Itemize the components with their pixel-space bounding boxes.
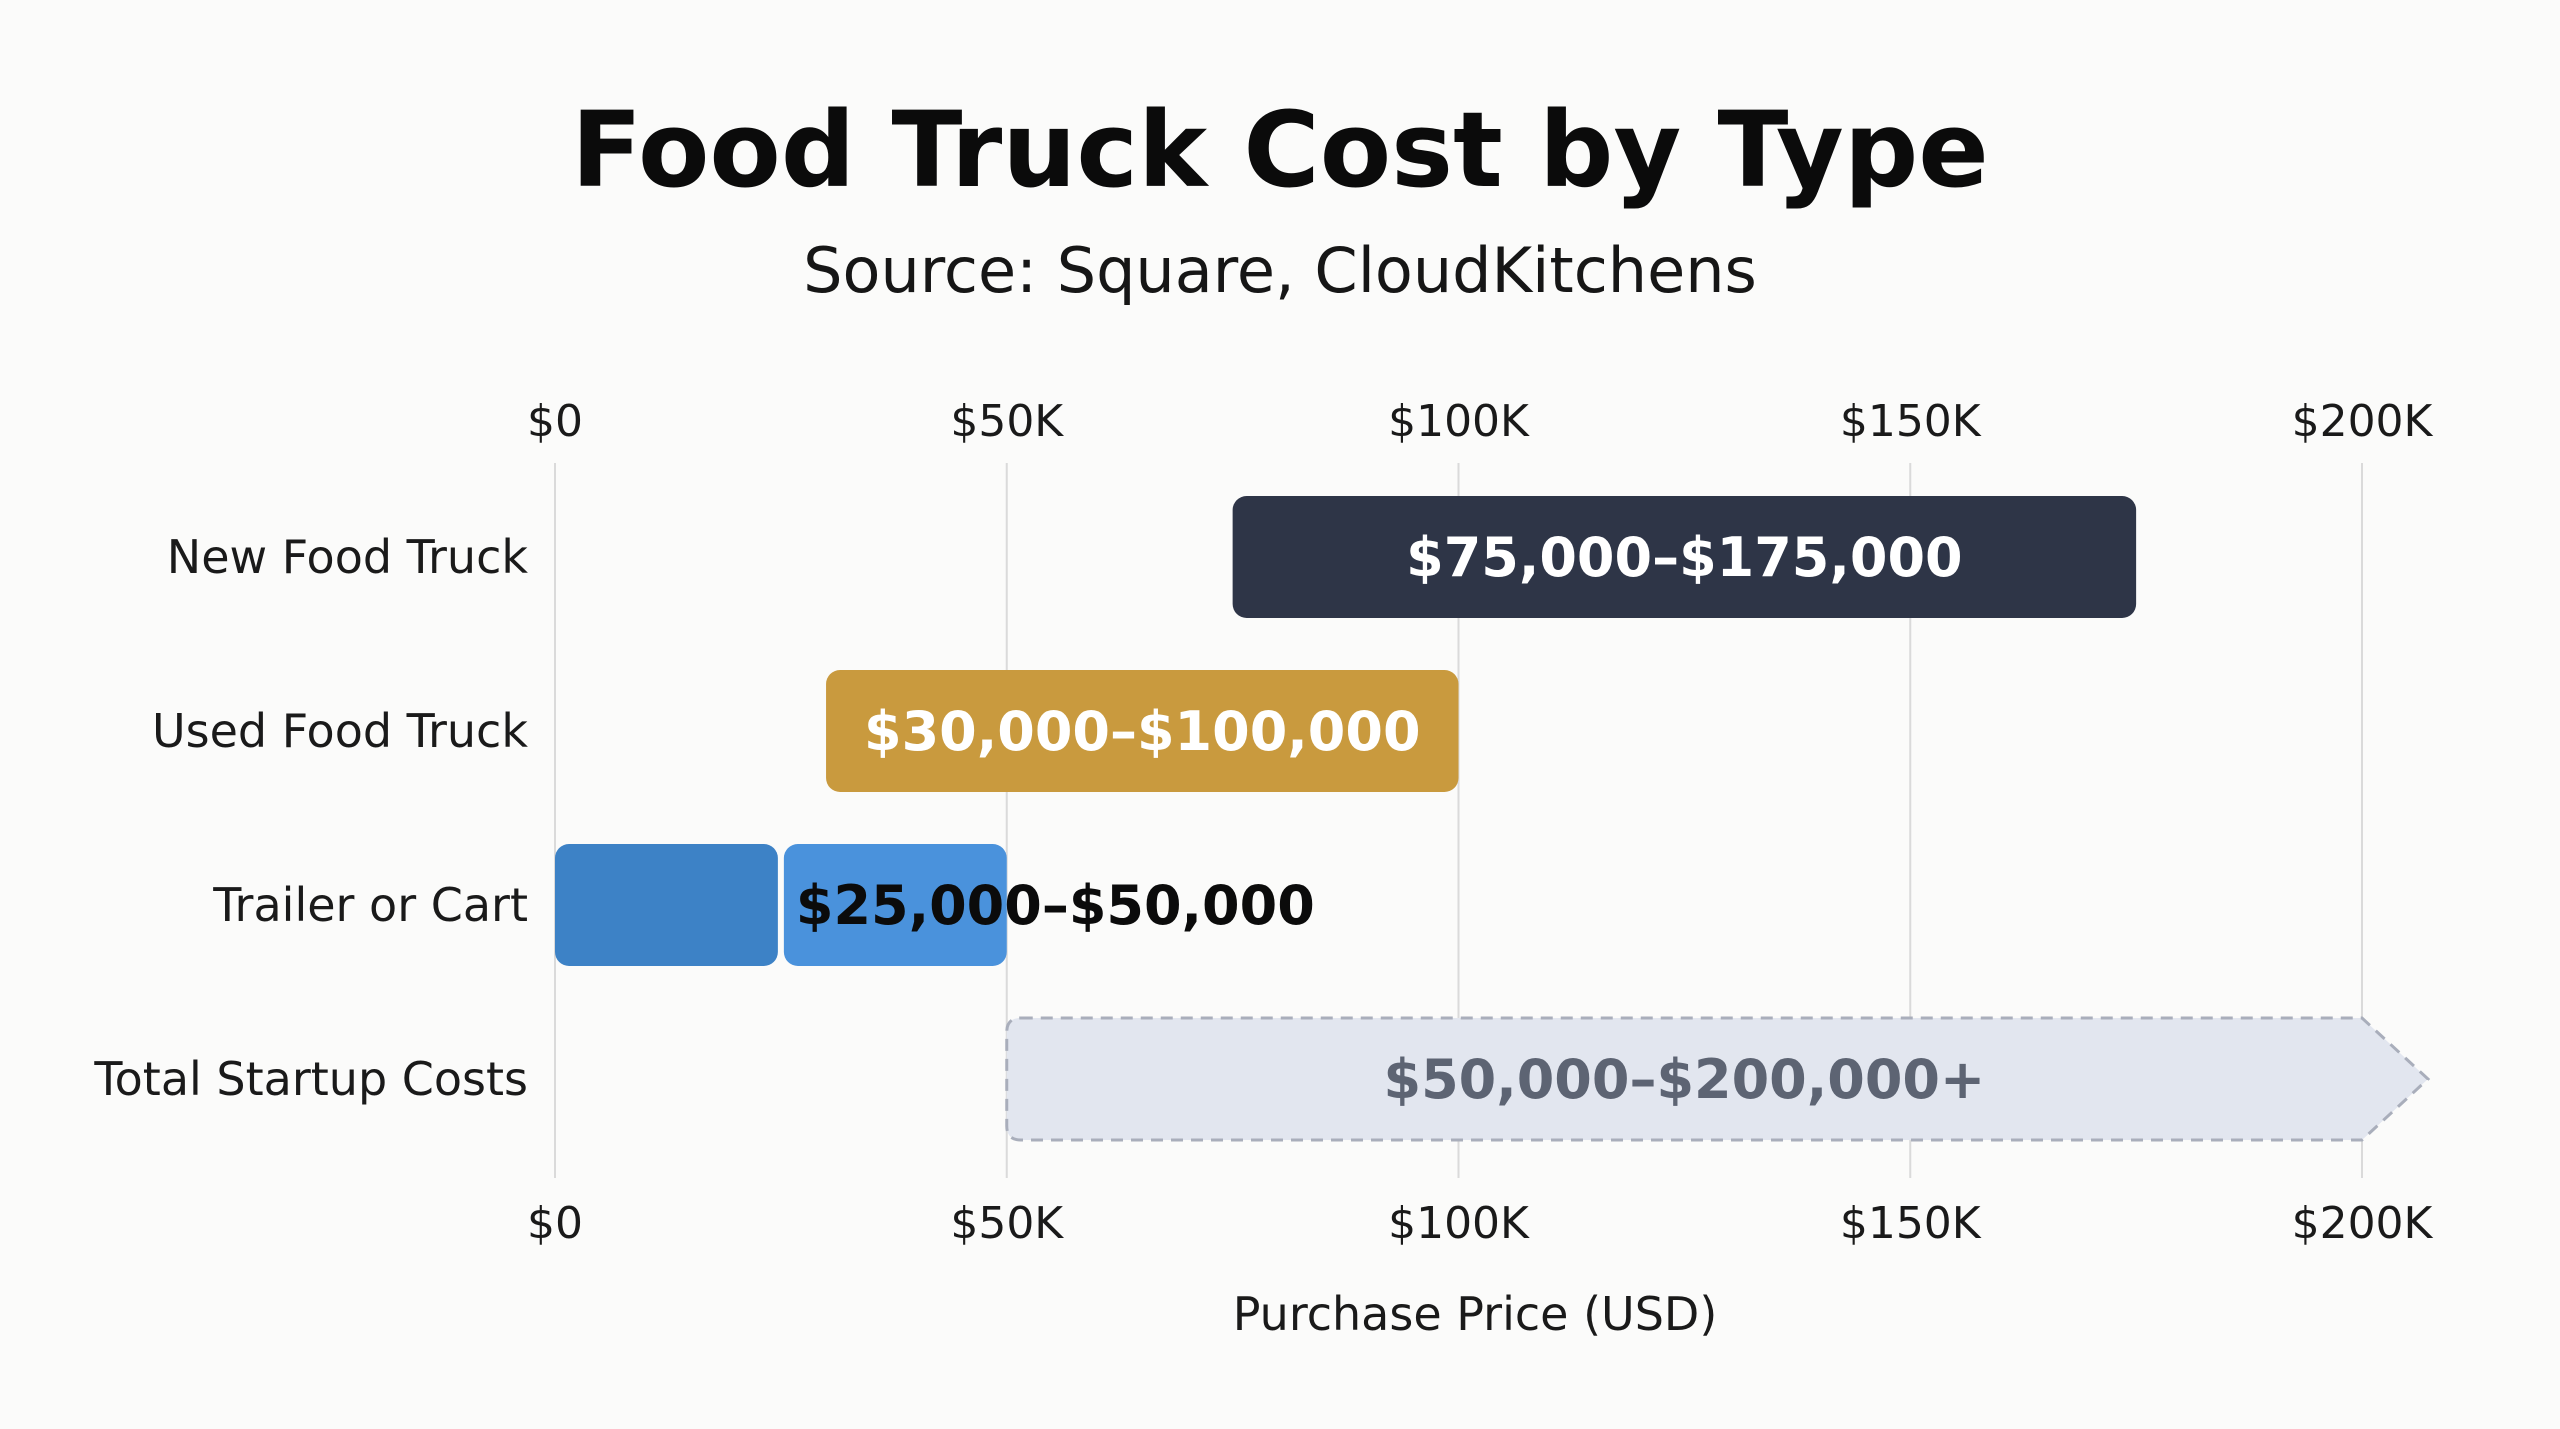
category-labels: New Food Truck Used Food Truck Trailer or … xyxy=(93,530,528,1106)
x-tick-label-bottom: $200K xyxy=(2292,1198,2434,1249)
x-tick-label-top: $50K xyxy=(950,396,1064,447)
x-tick-label-bottom: $100K xyxy=(1388,1198,1530,1249)
chart-title: Food Truck Cost by Type xyxy=(571,89,1989,211)
x-tick-label-bottom: $0 xyxy=(527,1198,583,1249)
category-label: New Food Truck xyxy=(167,530,529,584)
range-bar-segment xyxy=(783,844,1007,966)
x-tick-label-bottom: $50K xyxy=(950,1198,1064,1249)
x-tick-label-top: $200K xyxy=(2292,396,2434,447)
range-bar-segment xyxy=(555,844,778,966)
range-bars xyxy=(555,496,2431,1142)
range-bar xyxy=(1232,496,2137,618)
category-label: Trailer or Cart xyxy=(212,878,528,932)
range-labels: $75,000–$175,000 $30,000–$100,000 $25,000–… xyxy=(796,526,1985,1111)
range-bar xyxy=(1005,1016,2431,1142)
range-bar xyxy=(826,670,1459,792)
x-tick-label-top: $0 xyxy=(527,396,583,447)
top-axis-ticks: $0 $50K $100K $150K $200K xyxy=(527,396,2434,447)
chart-subtitle: Source: Square, CloudKitchens xyxy=(803,234,1757,307)
range-label: $25,000–$50,000 xyxy=(796,874,1315,937)
category-label: Total Startup Costs xyxy=(93,1052,528,1106)
x-tick-label-top: $100K xyxy=(1388,396,1530,447)
x-tick-label-top: $150K xyxy=(1840,396,1982,447)
range-label: $50,000–$200,000+ xyxy=(1384,1048,1986,1111)
x-tick-label-bottom: $150K xyxy=(1840,1198,1982,1249)
x-axis-label: Purchase Price (USD) xyxy=(1233,1287,1718,1341)
range-label: $30,000–$100,000 xyxy=(864,700,1420,763)
category-label: Used Food Truck xyxy=(152,704,528,758)
bottom-axis-ticks: $0 $50K $100K $150K $200K xyxy=(527,1198,2434,1249)
range-label: $75,000–$175,000 xyxy=(1406,526,1962,589)
